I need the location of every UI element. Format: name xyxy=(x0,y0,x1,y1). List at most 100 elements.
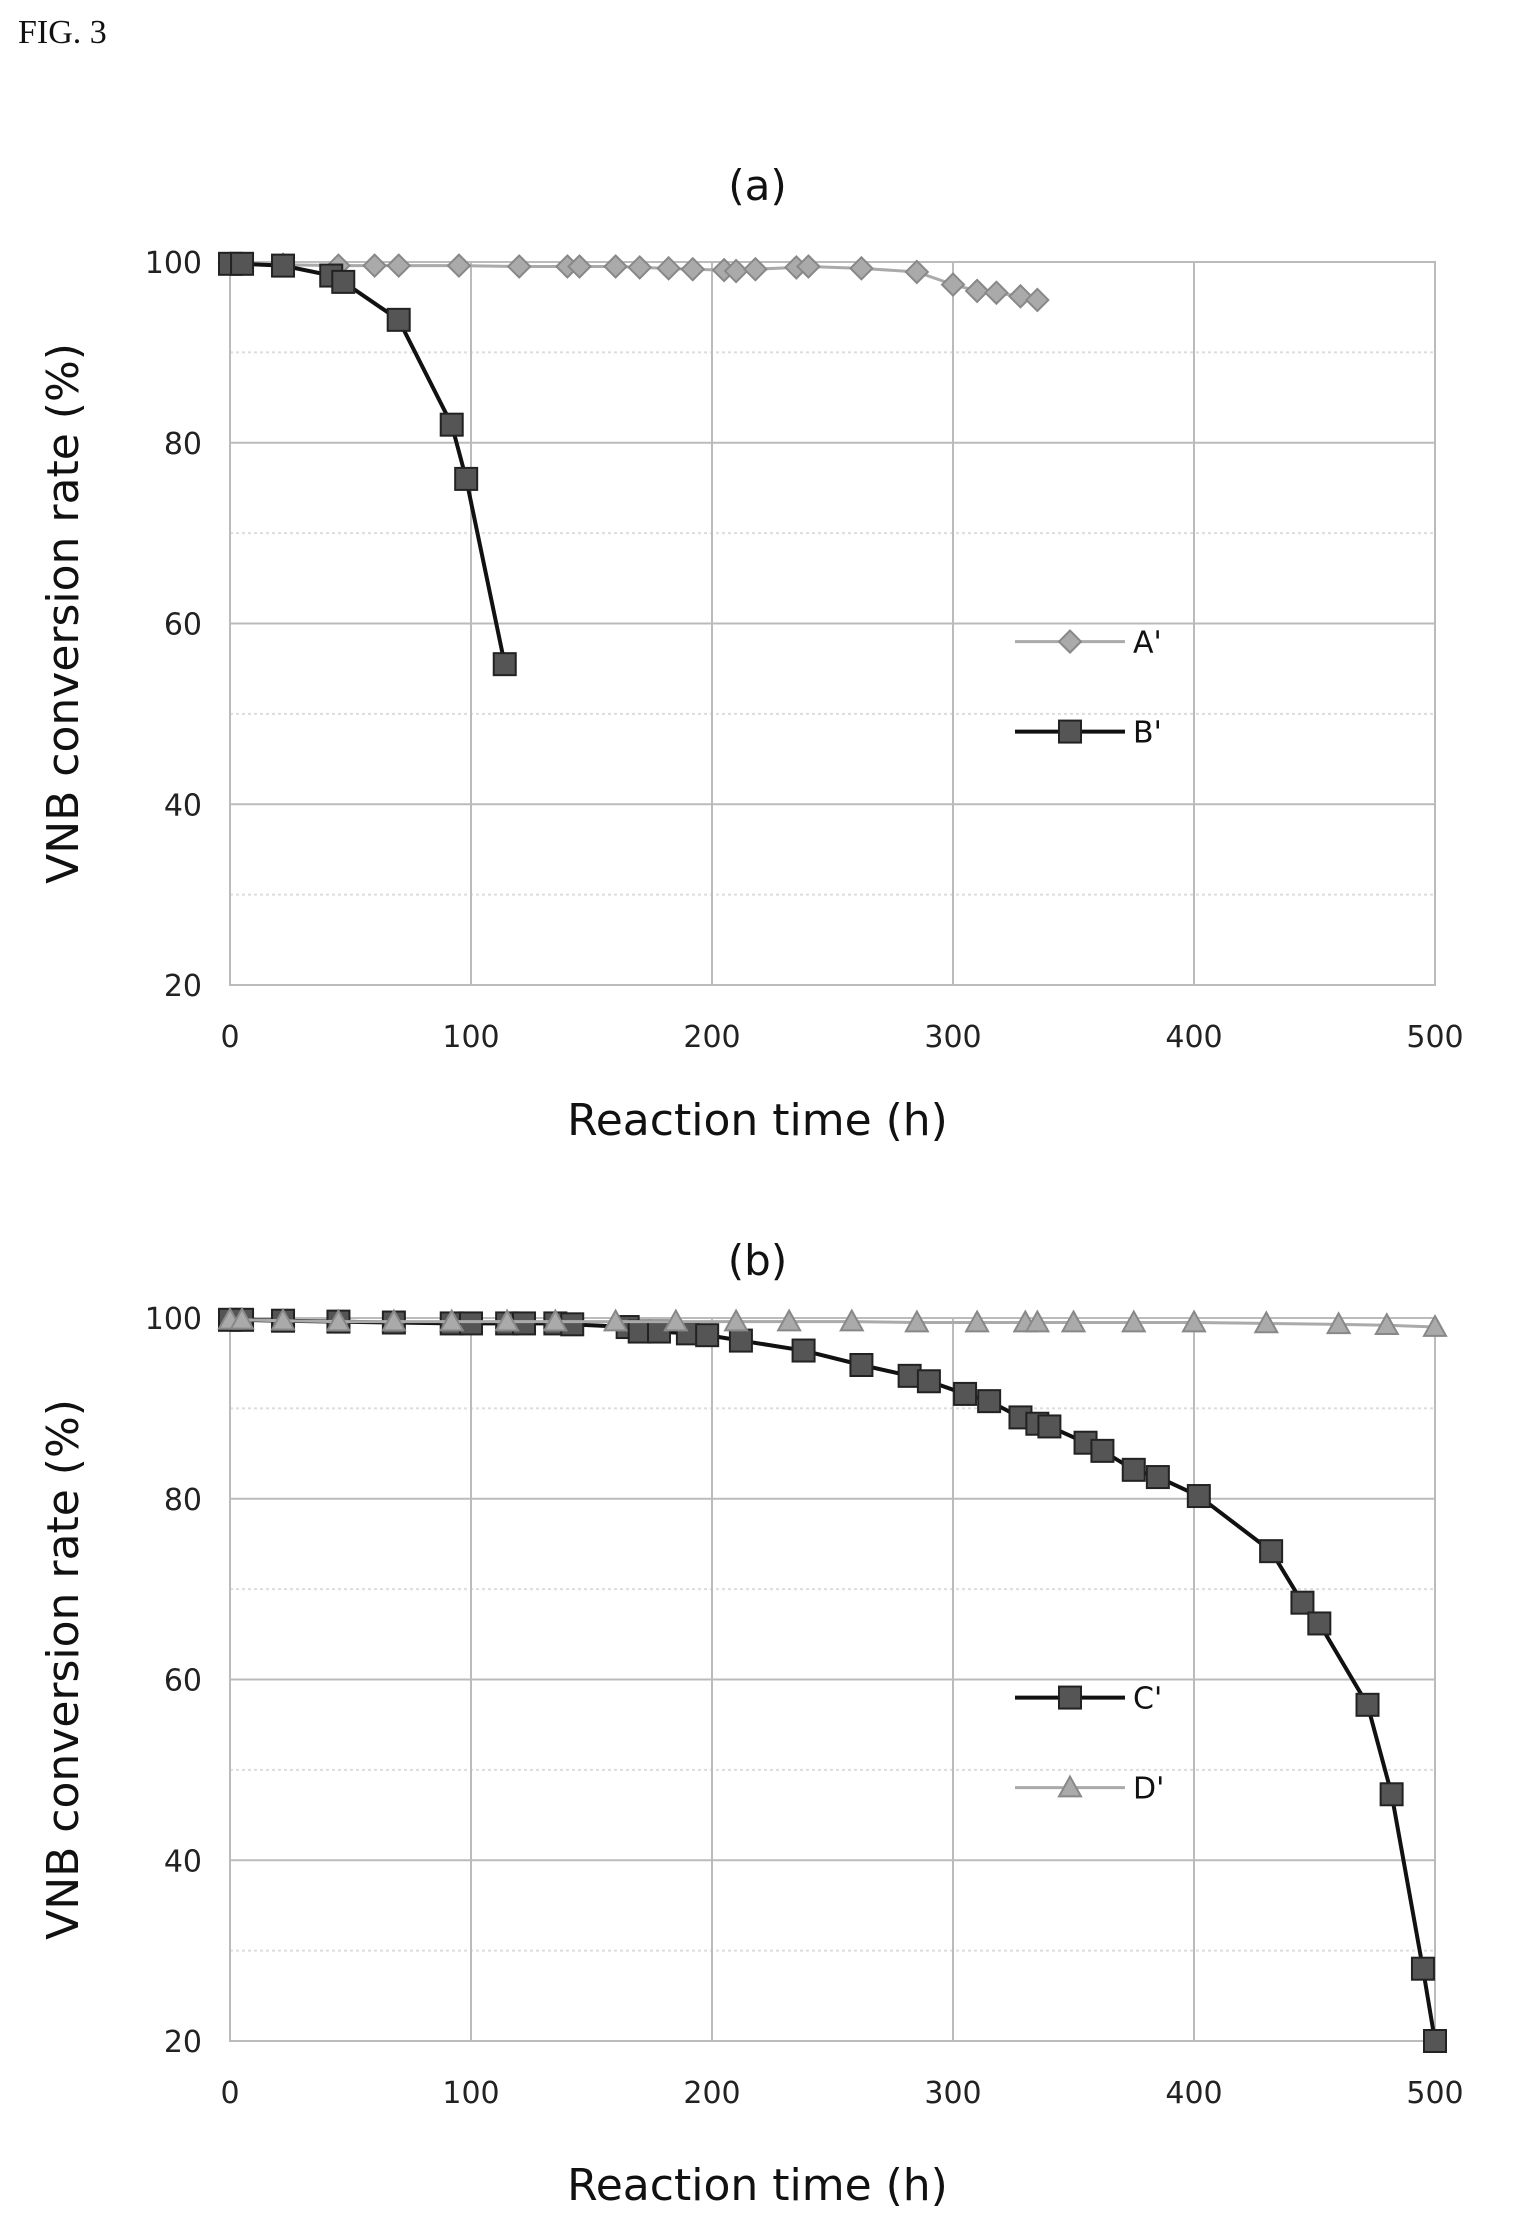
data-point xyxy=(381,1308,407,1332)
y-tick-label: 60 xyxy=(164,1664,202,1699)
data-point xyxy=(386,253,412,279)
x-tick-label: 500 xyxy=(1406,1020,1463,1055)
data-point xyxy=(439,1308,465,1332)
data-point xyxy=(680,256,706,282)
y-tick-label: 60 xyxy=(164,608,202,643)
data-point xyxy=(494,1308,520,1332)
data-point xyxy=(977,1389,1002,1414)
data-point xyxy=(904,1309,930,1333)
data-point xyxy=(362,253,388,279)
chart-b: 20 40 60 80 100 0 100 200 300 400 500 (b) Reaction t… xyxy=(38,1236,1464,2211)
data-point xyxy=(446,253,472,279)
data-point xyxy=(776,1308,802,1332)
series-d xyxy=(217,1306,1448,1337)
data-point xyxy=(742,256,768,282)
data-point xyxy=(1325,1311,1352,1335)
chart-title: (a) xyxy=(728,161,787,210)
data-point xyxy=(904,259,930,285)
x-tick-label: 0 xyxy=(220,2076,239,2111)
legend-marker xyxy=(1057,629,1083,654)
x-tick-label: 200 xyxy=(683,2076,740,2111)
data-point xyxy=(723,258,749,284)
data-point xyxy=(325,1308,352,1332)
data-point xyxy=(1307,1611,1332,1636)
data-point xyxy=(1423,2029,1447,2053)
data-point xyxy=(1410,1956,1435,1981)
data-point xyxy=(492,652,517,677)
legend-marker xyxy=(1058,719,1082,744)
x-tick-label: 200 xyxy=(683,1020,740,1055)
y-tick-label: 80 xyxy=(164,1483,202,1518)
legend-label: B' xyxy=(1133,716,1162,751)
data-point xyxy=(964,278,990,304)
data-point xyxy=(1181,1309,1207,1333)
x-tick-label: 100 xyxy=(442,2076,499,2111)
y-tick-label: 80 xyxy=(164,427,202,462)
x-axis-title: Reaction time (h) xyxy=(567,2160,948,2211)
x-axis-title: Reaction time (h) xyxy=(567,1095,948,1146)
chart-a: 20 40 60 80 100 0 100 200 300 400 500 (a) Reaction t… xyxy=(38,161,1464,1146)
data-point xyxy=(627,255,653,280)
data-point xyxy=(454,466,479,491)
data-point xyxy=(1374,1312,1400,1336)
y-tick-label: 40 xyxy=(164,788,202,823)
data-point xyxy=(940,272,966,298)
data-point xyxy=(723,1308,749,1332)
x-tick-label: 400 xyxy=(1165,2076,1222,2111)
data-point xyxy=(1024,287,1050,313)
data-point xyxy=(270,1307,296,1331)
data-point xyxy=(459,1311,483,1336)
data-point xyxy=(1121,1309,1147,1333)
series-line xyxy=(230,1318,1436,1329)
chart-title: (b) xyxy=(728,1236,787,1285)
data-point xyxy=(1060,1309,1087,1333)
x-tick-label: 0 xyxy=(220,1020,239,1055)
data-point xyxy=(1037,1414,1062,1439)
data-point xyxy=(506,254,532,279)
data-point xyxy=(656,255,682,281)
legend-label: A' xyxy=(1133,626,1162,661)
data-point xyxy=(646,1319,671,1344)
data-point xyxy=(1024,1309,1051,1333)
data-point xyxy=(1259,1539,1284,1564)
series-b xyxy=(218,251,517,677)
y-tick-label: 100 xyxy=(145,1302,202,1337)
data-point xyxy=(953,1381,978,1406)
x-tick-label: 300 xyxy=(924,1020,981,1055)
data-point xyxy=(1186,1484,1211,1509)
x-tick-label: 300 xyxy=(924,2076,981,2111)
data-point xyxy=(603,254,629,279)
legend: A' B' xyxy=(1015,626,1162,751)
data-point xyxy=(964,1309,990,1333)
data-point xyxy=(1121,1457,1146,1482)
x-tick-label: 500 xyxy=(1406,2076,1463,2111)
y-tick-label: 100 xyxy=(145,246,202,281)
data-point xyxy=(230,251,255,276)
data-point xyxy=(795,254,821,279)
data-point xyxy=(1145,1465,1170,1490)
y-tick-label: 20 xyxy=(164,2025,202,2060)
data-point xyxy=(560,1312,585,1337)
data-point xyxy=(695,1323,720,1348)
data-point xyxy=(331,269,356,294)
legend: C' D' xyxy=(1015,1682,1164,1807)
data-point xyxy=(542,1308,569,1332)
data-point xyxy=(849,255,874,281)
data-point xyxy=(1355,1692,1380,1717)
data-point xyxy=(916,1369,941,1394)
data-point xyxy=(839,1308,865,1332)
y-axis-title: VNB conversion rate (%) xyxy=(38,1399,89,1940)
legend-marker xyxy=(1058,1685,1082,1710)
data-point xyxy=(1422,1313,1448,1337)
data-point xyxy=(849,1352,874,1377)
x-tick-label: 400 xyxy=(1165,1020,1222,1055)
data-point xyxy=(1290,1590,1315,1615)
legend-label: D' xyxy=(1133,1772,1164,1807)
data-point xyxy=(567,254,592,279)
data-point xyxy=(229,1306,255,1330)
data-point xyxy=(728,1328,753,1353)
figure-label: FIG. 3 xyxy=(18,14,107,51)
data-point xyxy=(1090,1438,1115,1463)
data-point xyxy=(791,1338,816,1363)
data-point xyxy=(663,1308,689,1332)
